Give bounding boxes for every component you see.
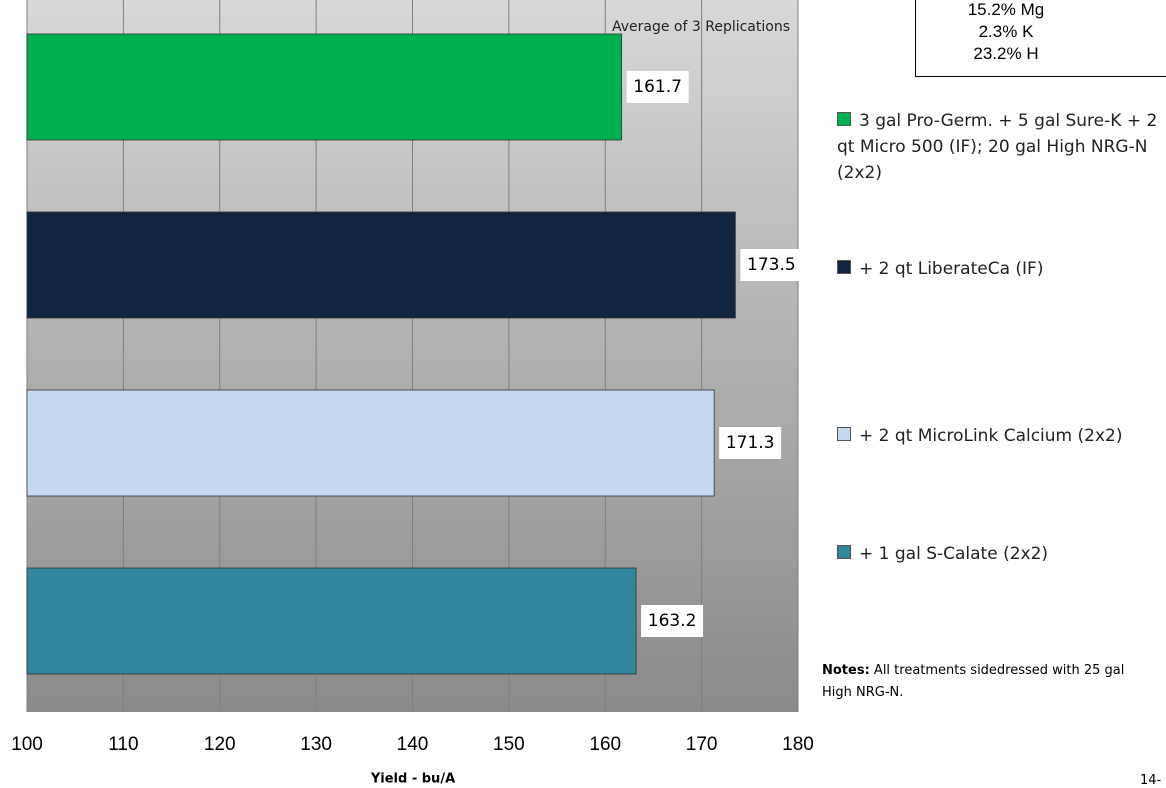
- data-label: 171.3: [719, 427, 782, 459]
- legend-label: + 2 qt MicroLink Calcium (2x2): [859, 426, 1123, 446]
- x-tick-label: 170: [686, 734, 718, 755]
- box-line: 15.2% Mg: [967, 0, 1045, 19]
- data-label: 163.2: [641, 605, 704, 637]
- x-tick-label: 150: [493, 734, 525, 755]
- data-label-text: 171.3: [726, 433, 775, 453]
- bar: [26, 33, 623, 141]
- legend-swatch: [837, 545, 851, 559]
- legend-entry: + 1 gal S-Calate (2x2): [837, 541, 1166, 567]
- legend-label: + 2 qt LiberateCa (IF): [859, 259, 1044, 279]
- data-label-text: 173.5: [747, 255, 796, 275]
- notes: Notes: All treatments sidedressed with 2…: [822, 660, 1152, 704]
- page-number: 14-: [1140, 773, 1162, 788]
- bar: [26, 567, 637, 675]
- notes-text: All treatments sidedressed with 25 gal H…: [822, 663, 1125, 700]
- x-tick-label: 120: [204, 734, 236, 755]
- analysis-box: 15.2% Mg 2.3% K 23.2% H: [915, 0, 1166, 77]
- legend-swatch: [837, 427, 851, 441]
- x-tick-label: 100: [11, 734, 43, 755]
- data-label-box: [719, 427, 782, 459]
- bar: [26, 389, 715, 497]
- x-tick-label: 140: [397, 734, 429, 755]
- x-tick-label: 180: [782, 734, 814, 755]
- x-tick-label: 110: [108, 734, 138, 755]
- legend-entry: + 2 qt MicroLink Calcium (2x2): [837, 423, 1166, 449]
- notes-label: Notes:: [822, 663, 870, 678]
- data-label-box: [641, 605, 704, 637]
- legend-label: + 1 gal S-Calate (2x2): [859, 544, 1049, 564]
- legend-swatch: [837, 112, 851, 126]
- legend-entry: + 2 qt LiberateCa (IF): [837, 256, 1166, 282]
- data-label: 161.7: [626, 71, 689, 103]
- box-line: 23.2% H: [973, 44, 1039, 63]
- x-tick-label: 160: [589, 734, 621, 755]
- box-line: 2.3% K: [978, 22, 1034, 41]
- legend-label: 3 gal Pro-Germ. + 5 gal Sure-K + 2 qt Mi…: [837, 111, 1158, 183]
- annotation: Average of 3 Replications: [612, 19, 790, 35]
- data-label-box: [626, 71, 689, 103]
- data-label: 173.5: [740, 249, 803, 281]
- data-label-box: [740, 249, 803, 281]
- legend-entry: 3 gal Pro-Germ. + 5 gal Sure-K + 2 qt Mi…: [837, 108, 1166, 186]
- data-label-text: 161.7: [633, 77, 682, 97]
- x-tick-label: 130: [300, 734, 332, 755]
- data-label-text: 163.2: [648, 611, 697, 631]
- legend-swatch: [837, 260, 851, 274]
- x-axis-title: Yield - bu/A: [370, 772, 455, 787]
- bar: [26, 211, 736, 319]
